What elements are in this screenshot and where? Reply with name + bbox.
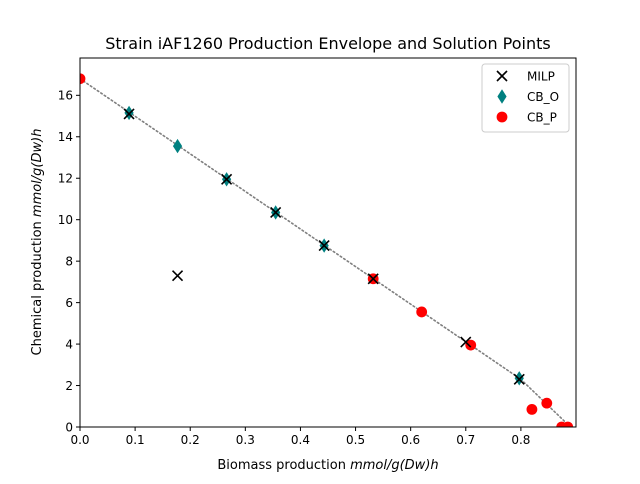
- y-axis-label-unit: mmol/g(Dw)h: [30, 129, 45, 218]
- y-tick-label: 10: [58, 213, 73, 227]
- x-tick-label: 0.4: [291, 433, 310, 447]
- legend-label-cb-o: CB_O: [527, 90, 559, 104]
- y-tick-label: 0: [65, 420, 73, 434]
- x-tick-label: 0.1: [126, 433, 145, 447]
- point-milp-7: [513, 373, 525, 385]
- x-tick-label: 0.5: [346, 433, 365, 447]
- x-tick-label: 0.2: [181, 433, 200, 447]
- y-axis-ticks: 0 2 4 6 8 10 12 14 16: [58, 89, 80, 434]
- legend: MILP CB_O CB_P: [481, 63, 570, 133]
- point-cb-p-7: [562, 421, 574, 427]
- y-axis-label-prefix: Chemical production: [30, 217, 45, 355]
- point-cb-p-3: [465, 339, 477, 351]
- y-tick-label: 12: [58, 172, 73, 186]
- y-tick-label: 14: [58, 130, 73, 144]
- x-tick-label: 0.8: [511, 433, 530, 447]
- x-tick-label: 0.0: [70, 433, 89, 447]
- point-milp-4: [318, 240, 330, 252]
- y-axis-label: Chemical production mmol/g(Dw)h: [30, 129, 45, 356]
- point-milp-1: [171, 270, 184, 282]
- point-cb-o-1: [172, 138, 183, 154]
- point-cb-p-5: [541, 397, 553, 409]
- legend-label-milp: MILP: [527, 70, 555, 84]
- legend-marker-milp: [496, 70, 508, 82]
- x-axis-label-unit: mmol/g(Dw)h: [350, 458, 439, 473]
- y-tick-label: 8: [65, 254, 73, 268]
- point-milp-3: [270, 206, 282, 219]
- x-tick-label: 0.7: [456, 433, 475, 447]
- y-tick-label: 2: [65, 379, 73, 393]
- y-tick-label: 6: [65, 296, 73, 310]
- point-milp-5: [367, 273, 379, 285]
- point-milp-0: [123, 108, 135, 120]
- plot-frame: [79, 57, 577, 428]
- x-axis-ticks: 0.0 0.1 0.2 0.3 0.4 0.5 0.6 0.7 0.8: [70, 427, 530, 447]
- chart-title: Strain iAF1260 Production Envelope and S…: [105, 34, 551, 53]
- point-cb-p-0: [80, 73, 86, 85]
- legend-label-cb-p: CB_P: [527, 111, 557, 125]
- point-cb-p-2: [416, 306, 428, 318]
- point-milp-6: [460, 336, 472, 348]
- x-tick-label: 0.3: [236, 433, 255, 447]
- y-tick-label: 16: [58, 89, 73, 103]
- point-cb-p-4: [526, 403, 538, 415]
- x-axis-label-prefix: Biomass production: [217, 458, 350, 473]
- legend-marker-cb-o: [497, 89, 507, 104]
- x-tick-label: 0.6: [401, 433, 420, 447]
- y-tick-label: 4: [65, 337, 73, 351]
- legend-marker-cb-p: [496, 111, 508, 123]
- x-axis-label: Biomass production mmol/g(Dw)h: [217, 458, 438, 473]
- plot-area: [80, 73, 574, 427]
- point-milp-2: [221, 173, 233, 185]
